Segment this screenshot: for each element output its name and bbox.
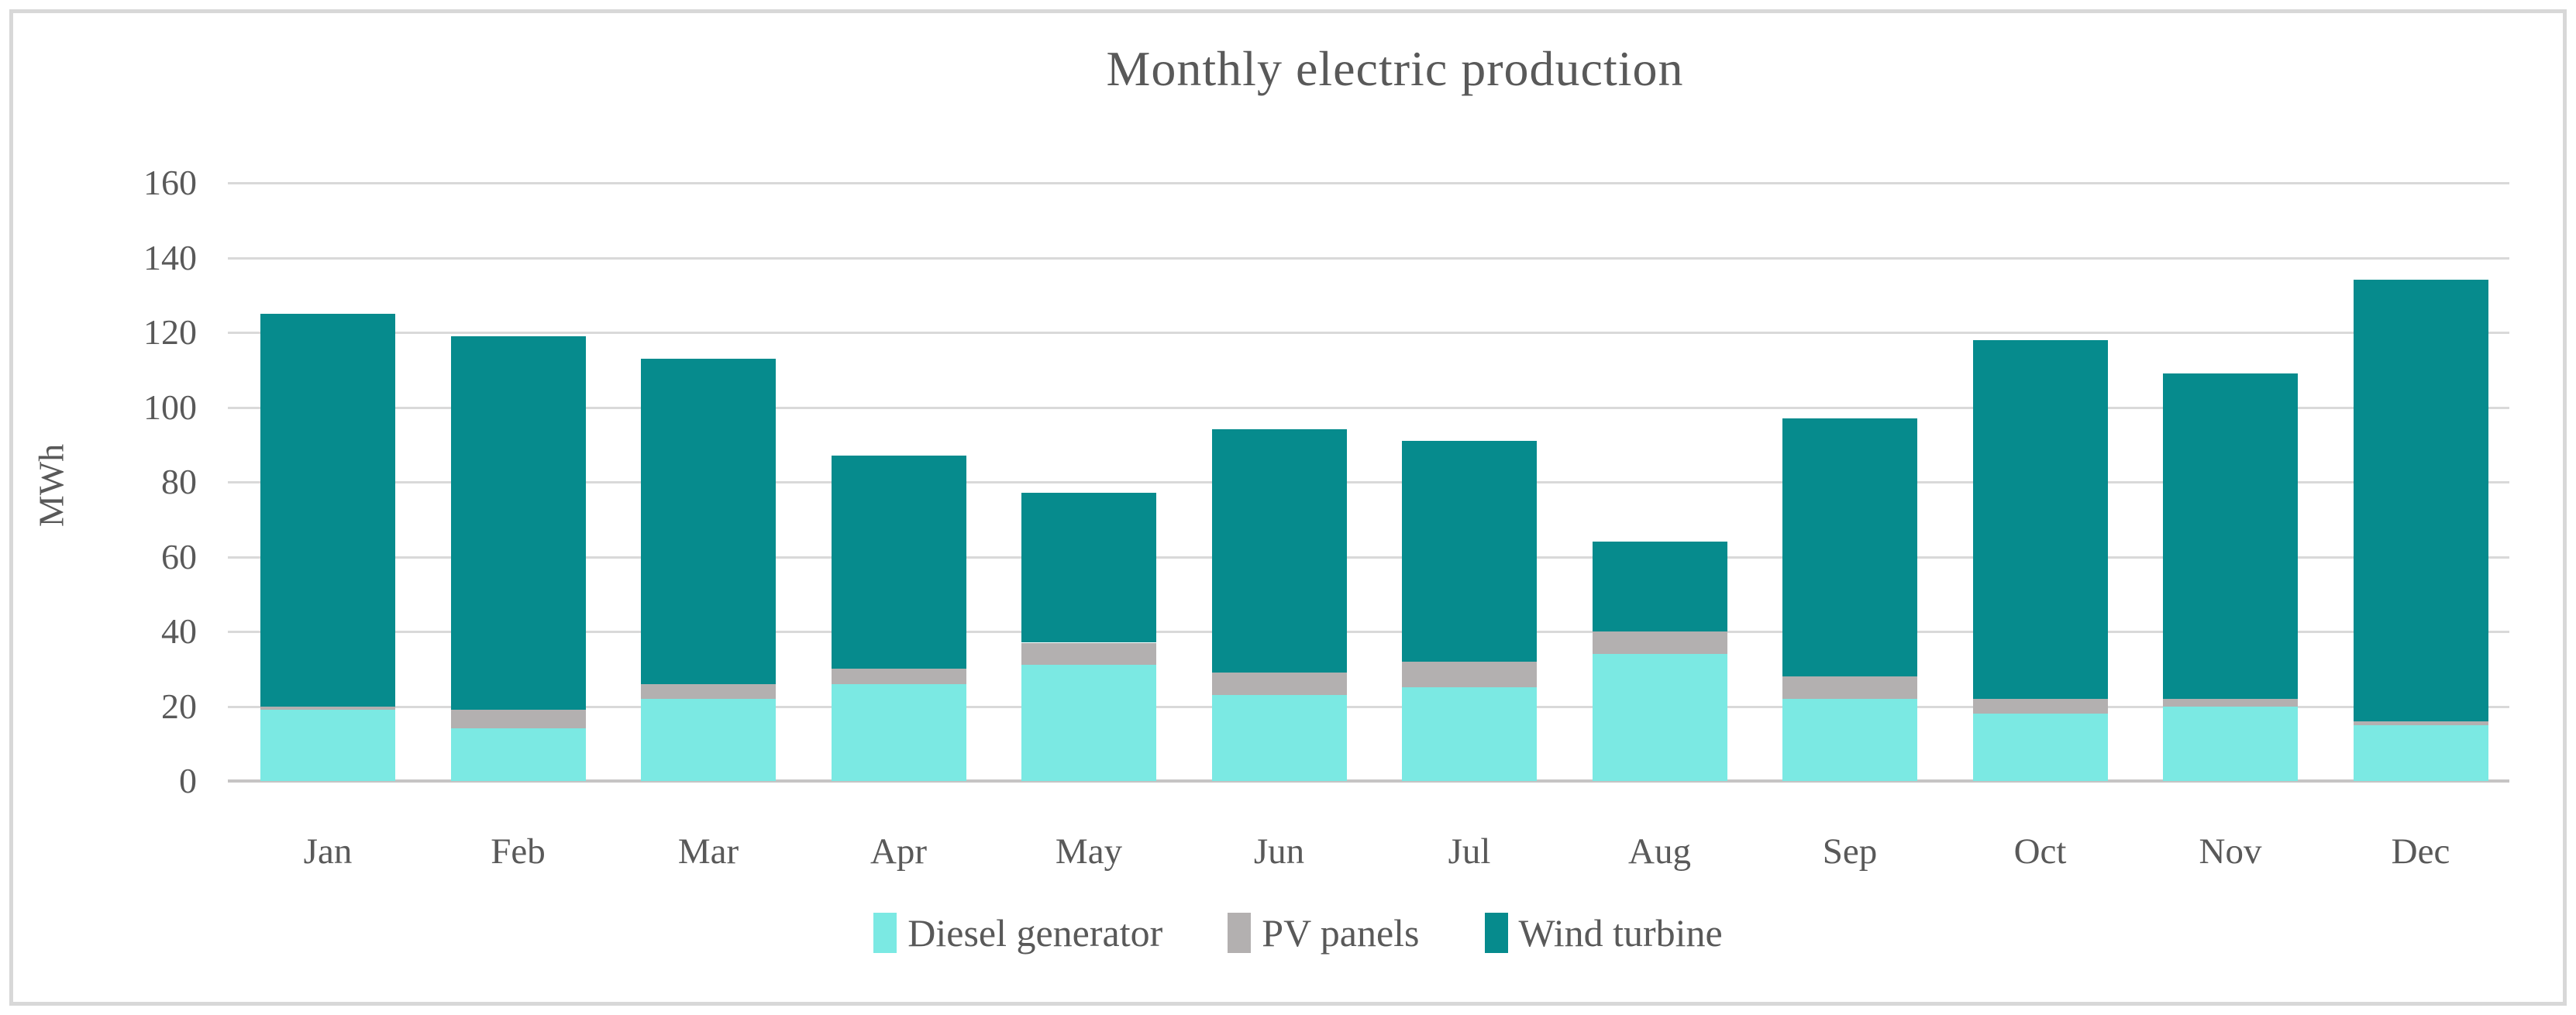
gridline-120 [228,332,2509,334]
segment-feb-diesel-generator [450,728,586,781]
segment-sep-wind-turbine [1782,418,1917,676]
x-tick-label-nov: Nov [2199,831,2262,872]
y-tick-label-0: 0 [179,761,197,800]
gridline-140 [228,256,2509,260]
x-tick-label-jan: Jan [303,831,353,872]
bar-may [1021,183,1156,781]
legend-item-wind-turbine: Wind turbine [1484,910,1723,955]
y-tick-label-120: 120 [143,312,197,352]
legend-label: Wind turbine [1518,911,1723,955]
x-tick-label-may: May [1055,831,1123,872]
segment-mar-pv-panels [641,683,776,699]
segment-nov-diesel-generator [2163,706,2298,781]
segment-may-wind-turbine [1021,493,1156,643]
chart-title: Monthly electric production [1106,41,1684,96]
y-tick-label-80: 80 [161,462,197,501]
legend-swatch-icon [873,913,897,953]
bar-mar [641,183,776,781]
bar-jun [1211,183,1347,781]
segment-jan-diesel-generator [260,710,395,781]
x-axis-line [228,779,2509,783]
segment-jun-pv-panels [1211,673,1347,696]
segment-mar-diesel-generator [641,698,776,781]
segment-sep-pv-panels [1782,676,1917,699]
bar-dec [2353,183,2488,781]
segment-oct-pv-panels [1972,698,2108,714]
segment-mar-wind-turbine [641,358,776,684]
segment-feb-pv-panels [450,710,586,729]
gridline-40 [228,631,2509,633]
gridline-60 [228,556,2509,559]
x-tick-label-aug: Aug [1628,831,1691,872]
legend-swatch-icon [1484,913,1508,953]
segment-sep-diesel-generator [1782,698,1917,781]
y-tick-label-60: 60 [161,536,197,576]
bar-sep [1782,183,1917,781]
x-tick-label-apr: Apr [870,831,928,872]
x-tick-label-mar: Mar [677,831,739,872]
legend-swatch-icon [1228,913,1252,953]
x-tick-label-sep: Sep [1822,831,1878,872]
segment-oct-diesel-generator [1972,714,2108,781]
y-axis-title: MWh [31,443,71,528]
segment-may-diesel-generator [1021,665,1156,781]
gridline-100 [228,406,2509,409]
segment-jul-diesel-generator [1402,687,1537,781]
y-tick-label-100: 100 [143,387,197,427]
x-tick-label-oct: Oct [2013,831,2067,872]
x-tick-label-jul: Jul [1448,831,1491,872]
segment-jan-pv-panels [260,706,395,710]
segment-dec-wind-turbine [2353,280,2488,721]
segment-jun-wind-turbine [1211,429,1347,673]
legend-label: PV panels [1262,911,1420,955]
y-tick-label-40: 40 [161,611,197,651]
bar-oct [1972,183,2108,781]
x-tick-label-dec: Dec [2391,831,2450,872]
bar-feb [450,183,586,781]
segment-jul-wind-turbine [1402,440,1537,662]
segment-feb-wind-turbine [450,335,586,710]
x-tick-label-feb: Feb [491,831,546,872]
gridline-20 [228,705,2509,708]
segment-oct-wind-turbine [1972,339,2108,699]
plot-area [232,183,2511,781]
segment-aug-wind-turbine [1592,542,1727,631]
y-tick-label-140: 140 [143,237,197,277]
x-tick-label-jun: Jun [1253,831,1305,872]
segment-aug-pv-panels [1592,631,1727,654]
gridline-160 [228,182,2509,184]
bar-aug [1592,183,1727,781]
legend-item-diesel-generator: Diesel generator [873,910,1162,955]
segment-nov-wind-turbine [2163,373,2298,699]
segment-dec-diesel-generator [2353,724,2488,781]
segment-jul-pv-panels [1402,661,1537,688]
bar-apr [831,183,966,781]
legend: Diesel generator PV panels Wind turbine [232,910,2364,955]
segment-nov-pv-panels [2163,698,2298,707]
legend-item-pv-panels: PV panels [1228,910,1420,955]
bar-nov [2163,183,2298,781]
bar-jan [260,183,395,781]
segment-dec-pv-panels [2353,721,2488,725]
legend-label: Diesel generator [907,911,1163,955]
segment-jun-diesel-generator [1211,695,1347,781]
segment-apr-pv-panels [831,669,966,684]
segment-aug-diesel-generator [1592,653,1727,781]
segment-may-pv-panels [1021,642,1156,666]
y-tick-label-160: 160 [143,163,197,202]
bar-jul [1402,183,1537,781]
gridline-80 [228,481,2509,483]
segment-jan-wind-turbine [260,313,395,707]
y-tick-label-20: 20 [161,686,197,726]
segment-apr-wind-turbine [831,456,966,669]
segment-apr-diesel-generator [831,683,966,781]
